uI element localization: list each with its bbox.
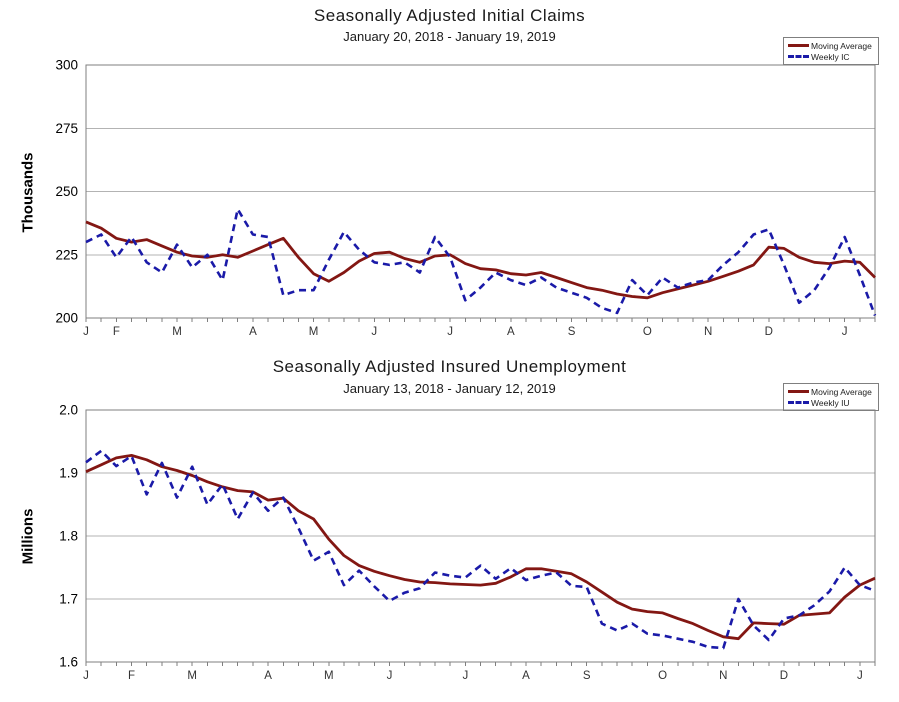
month-label: F xyxy=(128,670,135,682)
initial-claims-subtitle: January 20, 2018 - January 19, 2019 xyxy=(343,29,556,44)
moving-average-line xyxy=(85,454,876,641)
month-label: S xyxy=(568,326,576,338)
insured-unemployment-title: Seasonally Adjusted Insured Unemployment xyxy=(272,357,627,376)
initial-claims-legend: Moving Average Weekly IC xyxy=(783,37,879,65)
y-tick-label: 250 xyxy=(55,184,78,199)
moving-average-line-swatch xyxy=(788,390,809,393)
month-label: F xyxy=(113,326,120,338)
month-label: D xyxy=(765,326,773,338)
weekly-series-line xyxy=(85,449,876,650)
initial-claims-title: Seasonally Adjusted Initial Claims xyxy=(313,6,586,25)
weekly-series-line xyxy=(85,207,877,316)
month-label: N xyxy=(704,326,712,338)
month-label: J xyxy=(842,326,848,338)
month-label: J xyxy=(857,670,863,682)
month-label: J xyxy=(83,326,89,338)
insured-unemployment-subtitle: January 13, 2018 - January 12, 2019 xyxy=(343,381,556,396)
month-label: A xyxy=(249,326,257,338)
month-label: J xyxy=(447,326,453,338)
month-label: J xyxy=(462,670,468,682)
month-label: A xyxy=(522,670,530,682)
legend-label: Weekly IC xyxy=(811,51,850,62)
month-label: O xyxy=(658,670,667,682)
month-label: S xyxy=(583,670,591,682)
y-tick-label: 1.9 xyxy=(59,466,78,481)
month-label: J xyxy=(83,670,89,682)
month-label: M xyxy=(172,326,182,338)
y-tick-label: 1.6 xyxy=(59,655,78,670)
month-label: N xyxy=(719,670,727,682)
moving-average-line xyxy=(85,220,876,300)
y-tick-label: 275 xyxy=(55,121,78,136)
legend-item-weekly-ic: Weekly IC xyxy=(788,51,875,62)
month-label: O xyxy=(643,326,652,338)
month-label: D xyxy=(780,670,788,682)
y-tick-label: 225 xyxy=(55,247,78,262)
month-label: J xyxy=(387,670,393,682)
initial-claims-plot: 200 225 250 275 300 J F M A M J J A S O N D J xyxy=(55,58,877,338)
weekly-ic-line-swatch xyxy=(788,55,809,58)
month-label: J xyxy=(371,326,377,338)
y-tick-label: 300 xyxy=(55,58,78,73)
y-tick-label: 1.7 xyxy=(59,592,78,607)
legend-label: Moving Average xyxy=(811,386,872,397)
month-label: M xyxy=(324,670,334,682)
month-label: M xyxy=(309,326,319,338)
month-label: A xyxy=(507,326,515,338)
weekly-iu-line-swatch xyxy=(788,401,809,404)
legend-item-moving-average: Moving Average xyxy=(788,386,875,397)
month-label: A xyxy=(264,670,272,682)
month-label: M xyxy=(187,670,197,682)
insured-unemployment-legend: Moving Average Weekly IU xyxy=(783,383,879,411)
moving-average-line-swatch xyxy=(788,44,809,47)
legend-item-weekly-iu: Weekly IU xyxy=(788,397,875,408)
legend-label: Moving Average xyxy=(811,40,872,51)
legend-item-moving-average: Moving Average xyxy=(788,40,875,51)
insured-unemployment-plot: 1.6 1.7 1.8 1.9 2.0 J F M A M J J A S O N D J xyxy=(59,403,876,682)
y-tick-label: 1.8 xyxy=(59,529,78,544)
y-tick-label: 200 xyxy=(55,311,78,326)
y-tick-label: 2.0 xyxy=(59,403,78,418)
legend-label: Weekly IU xyxy=(811,397,850,408)
